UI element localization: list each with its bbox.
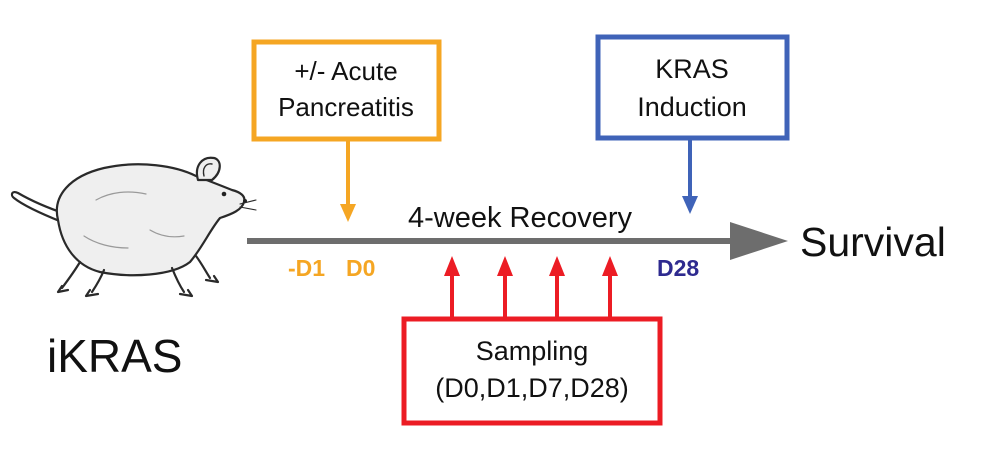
sampling-box-line1: Sampling xyxy=(476,336,589,366)
pancreatitis-box: +/- Acute Pancreatitis xyxy=(251,39,442,142)
timeline-arrowhead xyxy=(730,222,788,260)
pancreatitis-box-line2: Pancreatitis xyxy=(278,92,414,122)
sampling-arrow-d28 xyxy=(602,256,618,320)
recovery-label: 4-week Recovery xyxy=(408,202,633,234)
induction-box-line2: Induction xyxy=(637,92,747,122)
kras-induction-box: KRAS Induction xyxy=(595,34,790,141)
sampling-arrow-d0 xyxy=(444,256,460,320)
sampling-box: Sampling (D0,D1,D7,D28) xyxy=(401,316,663,426)
sampling-box-line2: (D0,D1,D7,D28) xyxy=(435,373,629,403)
day-label-d28: D28 xyxy=(657,255,699,281)
sampling-arrow-d1 xyxy=(497,256,513,320)
mouse-icon xyxy=(10,156,257,298)
pancreatitis-arrow xyxy=(340,140,356,222)
day-label-d0: D0 xyxy=(346,255,375,281)
outcome-label: Survival xyxy=(800,219,946,265)
induction-box-line1: KRAS xyxy=(655,54,729,84)
sampling-arrow-d7 xyxy=(549,256,565,320)
kras-induction-arrow xyxy=(682,139,698,214)
pancreatitis-box-line1: +/- Acute xyxy=(294,56,397,86)
sampling-arrows xyxy=(444,256,618,320)
day-label-minus-d1: -D1 xyxy=(288,255,325,281)
subject-label: iKRAS xyxy=(47,330,182,382)
